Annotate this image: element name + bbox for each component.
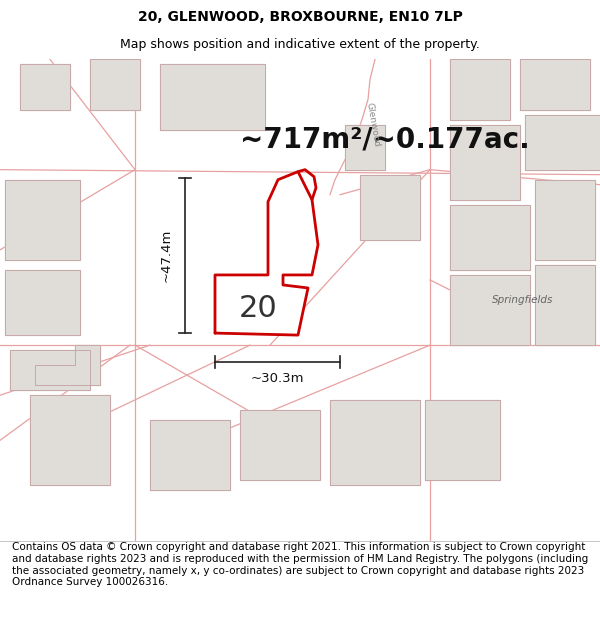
Polygon shape — [450, 124, 520, 200]
Polygon shape — [450, 205, 530, 270]
Text: ~30.3m: ~30.3m — [251, 372, 304, 385]
Polygon shape — [5, 180, 80, 260]
Text: Contains OS data © Crown copyright and database right 2021. This information is : Contains OS data © Crown copyright and d… — [12, 542, 588, 587]
Polygon shape — [35, 345, 100, 385]
Polygon shape — [5, 270, 80, 335]
Polygon shape — [345, 124, 385, 169]
Polygon shape — [450, 275, 530, 345]
Text: Glenwood: Glenwood — [365, 101, 382, 148]
Polygon shape — [520, 59, 590, 109]
Polygon shape — [535, 265, 595, 345]
Polygon shape — [20, 64, 70, 109]
Text: Map shows position and indicative extent of the property.: Map shows position and indicative extent… — [120, 38, 480, 51]
Text: ~717m²/~0.177ac.: ~717m²/~0.177ac. — [240, 126, 530, 154]
Polygon shape — [330, 400, 420, 486]
Text: ~47.4m: ~47.4m — [160, 229, 173, 282]
Polygon shape — [535, 180, 595, 260]
Polygon shape — [450, 59, 510, 119]
Polygon shape — [10, 350, 90, 390]
Polygon shape — [90, 59, 140, 109]
Polygon shape — [150, 420, 230, 491]
Polygon shape — [160, 64, 265, 129]
Text: 20, GLENWOOD, BROXBOURNE, EN10 7LP: 20, GLENWOOD, BROXBOURNE, EN10 7LP — [137, 9, 463, 24]
Polygon shape — [360, 174, 420, 240]
Text: Springfields: Springfields — [492, 295, 553, 305]
Polygon shape — [240, 410, 320, 481]
Polygon shape — [215, 172, 318, 335]
Polygon shape — [30, 395, 110, 486]
Polygon shape — [425, 400, 500, 481]
Polygon shape — [525, 114, 600, 169]
Text: 20: 20 — [239, 294, 277, 322]
